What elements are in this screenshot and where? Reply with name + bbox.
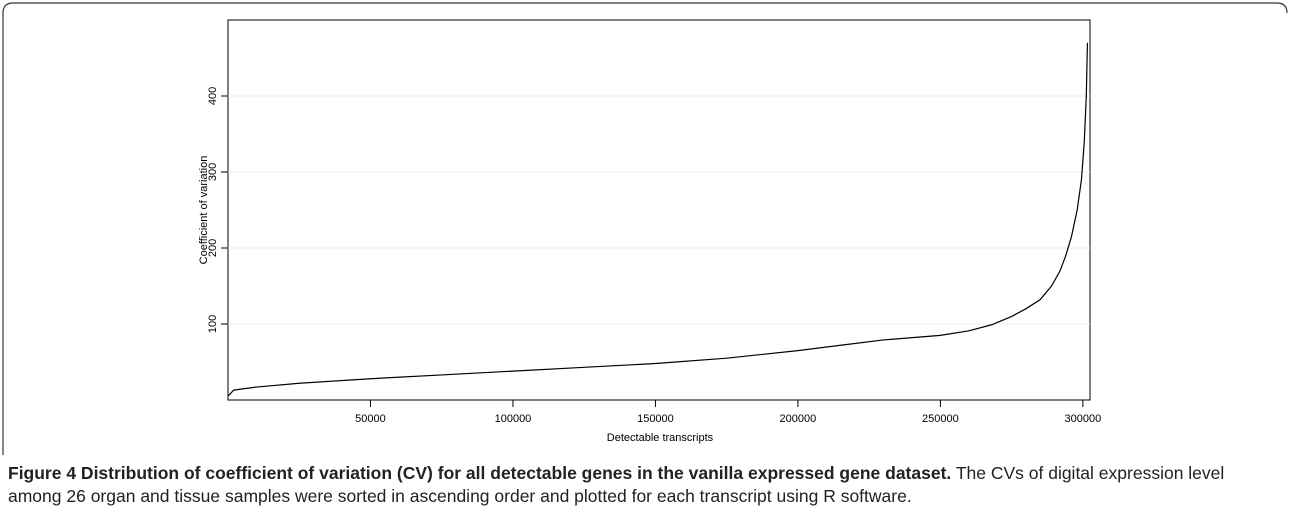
x-tick-label: 100000 bbox=[495, 413, 532, 425]
y-tick-label: 200 bbox=[207, 239, 219, 257]
x-tick-label: 50000 bbox=[355, 413, 386, 425]
caption: Figure 4 Distribution of coefficient of … bbox=[8, 462, 1278, 508]
x-tick-label: 150000 bbox=[637, 413, 674, 425]
caption-text: The CVs of digital expression level amon… bbox=[8, 463, 1225, 506]
x-axis-label: Detectable transcripts bbox=[607, 432, 714, 444]
y-axis-label: Coefficient of variation bbox=[198, 156, 210, 265]
y-tick-label: 100 bbox=[207, 315, 219, 333]
y-tick-label: 400 bbox=[207, 87, 219, 105]
caption-label: Figure 4 Distribution of coefficient of … bbox=[8, 463, 952, 483]
plot-box bbox=[227, 19, 1091, 401]
y-tick-label: 300 bbox=[207, 163, 219, 181]
chart: Detectable transcripts Coefficient of va… bbox=[2, 2, 1288, 455]
data-line bbox=[227, 42, 1089, 397]
x-tick-label: 250000 bbox=[922, 413, 959, 425]
x-tick-label: 200000 bbox=[780, 413, 817, 425]
figure-frame bbox=[2, 2, 1288, 455]
x-tick-label: 300000 bbox=[1065, 413, 1102, 425]
